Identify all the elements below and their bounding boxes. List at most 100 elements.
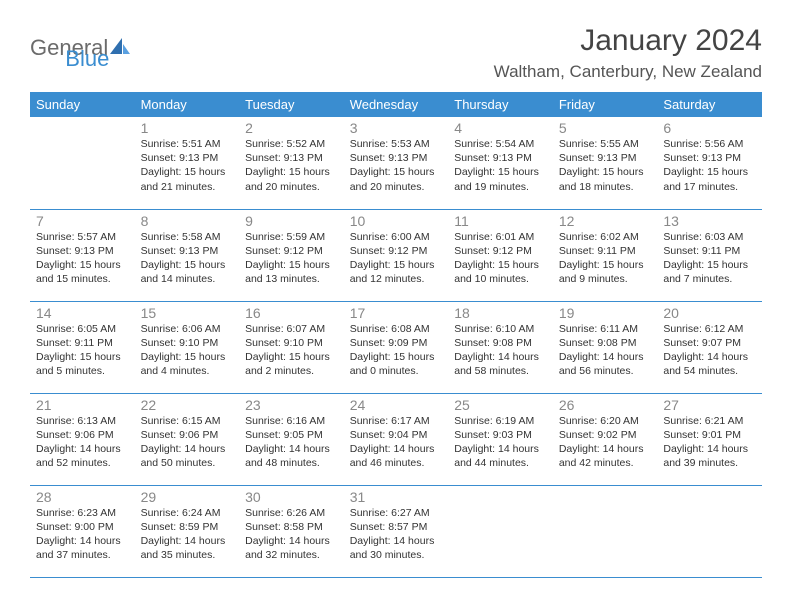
day-number: 17 [350, 305, 443, 321]
sun-info: Sunrise: 6:11 AMSunset: 9:08 PMDaylight:… [559, 322, 652, 379]
sunset-text: Sunset: 9:08 PM [559, 336, 652, 350]
day-number: 28 [36, 489, 129, 505]
sunset-text: Sunset: 8:57 PM [350, 520, 443, 534]
sunset-text: Sunset: 9:13 PM [141, 244, 234, 258]
calendar-day-cell: 30Sunrise: 6:26 AMSunset: 8:58 PMDayligh… [239, 485, 344, 577]
day-number: 16 [245, 305, 338, 321]
daylight-text: Daylight: 14 hours and 52 minutes. [36, 442, 129, 470]
sunset-text: Sunset: 9:13 PM [663, 151, 756, 165]
logo: General Blue [30, 24, 109, 72]
sunrise-text: Sunrise: 5:59 AM [245, 230, 338, 244]
sun-info: Sunrise: 6:26 AMSunset: 8:58 PMDaylight:… [245, 506, 338, 563]
day-number: 2 [245, 120, 338, 136]
calendar-day-cell: 25Sunrise: 6:19 AMSunset: 9:03 PMDayligh… [448, 393, 553, 485]
calendar-day-cell: 11Sunrise: 6:01 AMSunset: 9:12 PMDayligh… [448, 209, 553, 301]
sunrise-text: Sunrise: 5:58 AM [141, 230, 234, 244]
day-number: 23 [245, 397, 338, 413]
sun-info: Sunrise: 6:17 AMSunset: 9:04 PMDaylight:… [350, 414, 443, 471]
day-number: 3 [350, 120, 443, 136]
daylight-text: Daylight: 14 hours and 58 minutes. [454, 350, 547, 378]
calendar-day-cell: 7Sunrise: 5:57 AMSunset: 9:13 PMDaylight… [30, 209, 135, 301]
sunset-text: Sunset: 8:58 PM [245, 520, 338, 534]
sunset-text: Sunset: 9:13 PM [245, 151, 338, 165]
daylight-text: Daylight: 15 hours and 13 minutes. [245, 258, 338, 286]
sunrise-text: Sunrise: 5:55 AM [559, 137, 652, 151]
day-number: 4 [454, 120, 547, 136]
calendar-header-row: Sunday Monday Tuesday Wednesday Thursday… [30, 92, 762, 117]
sun-info: Sunrise: 5:52 AMSunset: 9:13 PMDaylight:… [245, 137, 338, 194]
sunset-text: Sunset: 9:10 PM [245, 336, 338, 350]
day-number: 26 [559, 397, 652, 413]
sunrise-text: Sunrise: 6:13 AM [36, 414, 129, 428]
daylight-text: Daylight: 15 hours and 9 minutes. [559, 258, 652, 286]
daylight-text: Daylight: 14 hours and 54 minutes. [663, 350, 756, 378]
calendar-day-cell: 29Sunrise: 6:24 AMSunset: 8:59 PMDayligh… [135, 485, 240, 577]
day-number: 19 [559, 305, 652, 321]
sun-info: Sunrise: 5:57 AMSunset: 9:13 PMDaylight:… [36, 230, 129, 287]
daylight-text: Daylight: 14 hours and 42 minutes. [559, 442, 652, 470]
sun-info: Sunrise: 6:19 AMSunset: 9:03 PMDaylight:… [454, 414, 547, 471]
sunrise-text: Sunrise: 6:12 AM [663, 322, 756, 336]
sunset-text: Sunset: 9:01 PM [663, 428, 756, 442]
calendar-day-cell: 20Sunrise: 6:12 AMSunset: 9:07 PMDayligh… [657, 301, 762, 393]
sunrise-text: Sunrise: 6:15 AM [141, 414, 234, 428]
daylight-text: Daylight: 14 hours and 44 minutes. [454, 442, 547, 470]
day-number: 15 [141, 305, 234, 321]
calendar-day-cell: 19Sunrise: 6:11 AMSunset: 9:08 PMDayligh… [553, 301, 658, 393]
sunset-text: Sunset: 9:13 PM [350, 151, 443, 165]
sun-info: Sunrise: 5:59 AMSunset: 9:12 PMDaylight:… [245, 230, 338, 287]
sunset-text: Sunset: 9:06 PM [36, 428, 129, 442]
sunset-text: Sunset: 9:07 PM [663, 336, 756, 350]
daylight-text: Daylight: 14 hours and 56 minutes. [559, 350, 652, 378]
sun-info: Sunrise: 5:58 AMSunset: 9:13 PMDaylight:… [141, 230, 234, 287]
calendar-day-cell: 14Sunrise: 6:05 AMSunset: 9:11 PMDayligh… [30, 301, 135, 393]
calendar-day-cell: 12Sunrise: 6:02 AMSunset: 9:11 PMDayligh… [553, 209, 658, 301]
sunrise-text: Sunrise: 6:02 AM [559, 230, 652, 244]
sunrise-text: Sunrise: 6:11 AM [559, 322, 652, 336]
sunset-text: Sunset: 8:59 PM [141, 520, 234, 534]
location-subtitle: Waltham, Canterbury, New Zealand [494, 62, 762, 82]
sun-info: Sunrise: 6:01 AMSunset: 9:12 PMDaylight:… [454, 230, 547, 287]
sunset-text: Sunset: 9:02 PM [559, 428, 652, 442]
day-number: 31 [350, 489, 443, 505]
sunset-text: Sunset: 9:05 PM [245, 428, 338, 442]
sunrise-text: Sunrise: 6:16 AM [245, 414, 338, 428]
daylight-text: Daylight: 15 hours and 19 minutes. [454, 165, 547, 193]
sunrise-text: Sunrise: 6:01 AM [454, 230, 547, 244]
sunrise-text: Sunrise: 6:21 AM [663, 414, 756, 428]
daylight-text: Daylight: 15 hours and 7 minutes. [663, 258, 756, 286]
daylight-text: Daylight: 15 hours and 20 minutes. [245, 165, 338, 193]
day-header-tue: Tuesday [239, 92, 344, 117]
day-number: 7 [36, 213, 129, 229]
sunset-text: Sunset: 9:03 PM [454, 428, 547, 442]
calendar-day-cell: 21Sunrise: 6:13 AMSunset: 9:06 PMDayligh… [30, 393, 135, 485]
daylight-text: Daylight: 15 hours and 0 minutes. [350, 350, 443, 378]
calendar-empty-cell [30, 117, 135, 209]
daylight-text: Daylight: 14 hours and 37 minutes. [36, 534, 129, 562]
day-number: 1 [141, 120, 234, 136]
sun-info: Sunrise: 5:53 AMSunset: 9:13 PMDaylight:… [350, 137, 443, 194]
logo-sail-icon [109, 37, 131, 60]
logo-text-blue: Blue [65, 46, 109, 72]
calendar-day-cell: 22Sunrise: 6:15 AMSunset: 9:06 PMDayligh… [135, 393, 240, 485]
sun-info: Sunrise: 6:13 AMSunset: 9:06 PMDaylight:… [36, 414, 129, 471]
sun-info: Sunrise: 6:12 AMSunset: 9:07 PMDaylight:… [663, 322, 756, 379]
calendar-day-cell: 13Sunrise: 6:03 AMSunset: 9:11 PMDayligh… [657, 209, 762, 301]
sunset-text: Sunset: 9:13 PM [36, 244, 129, 258]
daylight-text: Daylight: 14 hours and 30 minutes. [350, 534, 443, 562]
day-number: 8 [141, 213, 234, 229]
daylight-text: Daylight: 14 hours and 35 minutes. [141, 534, 234, 562]
daylight-text: Daylight: 15 hours and 4 minutes. [141, 350, 234, 378]
sun-info: Sunrise: 5:55 AMSunset: 9:13 PMDaylight:… [559, 137, 652, 194]
sunset-text: Sunset: 9:12 PM [350, 244, 443, 258]
sun-info: Sunrise: 6:24 AMSunset: 8:59 PMDaylight:… [141, 506, 234, 563]
calendar-empty-cell [448, 485, 553, 577]
month-title: January 2024 [494, 24, 762, 58]
calendar-empty-cell [657, 485, 762, 577]
daylight-text: Daylight: 14 hours and 39 minutes. [663, 442, 756, 470]
sunrise-text: Sunrise: 6:05 AM [36, 322, 129, 336]
calendar-week-row: 28Sunrise: 6:23 AMSunset: 9:00 PMDayligh… [30, 485, 762, 577]
sunset-text: Sunset: 9:12 PM [245, 244, 338, 258]
calendar-day-cell: 2Sunrise: 5:52 AMSunset: 9:13 PMDaylight… [239, 117, 344, 209]
calendar-body: 1Sunrise: 5:51 AMSunset: 9:13 PMDaylight… [30, 117, 762, 577]
